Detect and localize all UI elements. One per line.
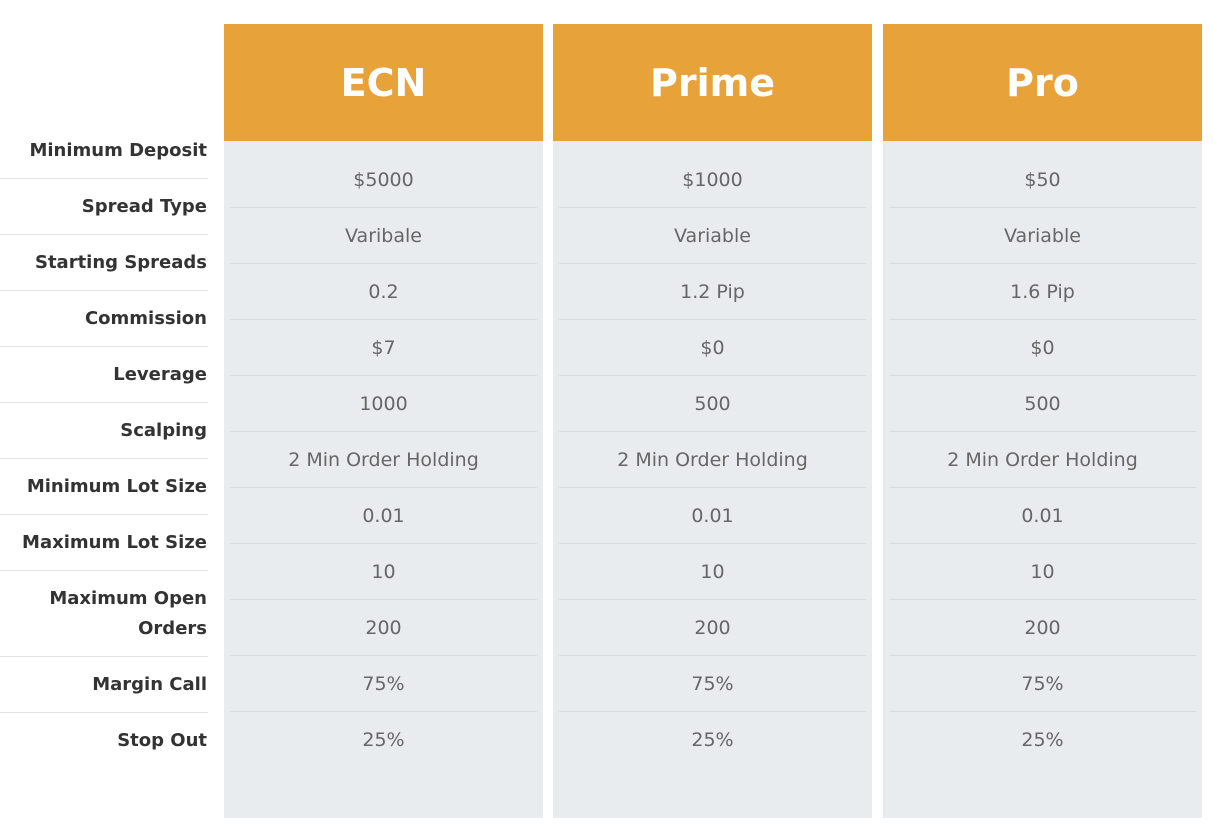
- plan-value: 10: [559, 544, 866, 600]
- plan-value: 0.01: [889, 488, 1196, 544]
- plan-value: $0: [889, 320, 1196, 376]
- row-label: Maximum Lot Size: [0, 515, 208, 571]
- row-label: Scalping: [0, 403, 208, 459]
- plan-value: 25%: [362, 728, 405, 751]
- plan-value: 25%: [1021, 728, 1064, 751]
- plan-header: Prime: [553, 24, 872, 141]
- plan-header: ECN: [224, 24, 543, 141]
- plan-value: $7: [230, 320, 537, 376]
- plan-column: ECN $5000 Varibale 0.2 $7 1000 2 Min Order Hol…: [224, 24, 543, 818]
- plan-value: 0.01: [559, 488, 866, 544]
- plan-value: Varibale: [230, 208, 537, 264]
- row-label: Maximum Open Orders: [0, 571, 208, 657]
- plan-value: Variable: [559, 208, 866, 264]
- plan-header: Pro: [883, 24, 1202, 141]
- plan-values: $50 Variable 1.6 Pip $0 500 2 Min Order Holdi…: [883, 141, 1202, 767]
- plan-value: $5000: [230, 152, 537, 208]
- row-label: Commission: [0, 291, 208, 347]
- plan-values: $5000 Varibale 0.2 $7 1000 2 Min Order Holdin…: [224, 141, 543, 767]
- plan-value: 200: [559, 600, 866, 656]
- plan-value: 10: [889, 544, 1196, 600]
- row-label: Minimum Lot Size: [0, 459, 208, 515]
- plan-value: 1.2 Pip: [559, 264, 866, 320]
- plan-value: 0.01: [230, 488, 537, 544]
- plan-value: $1000: [559, 152, 866, 208]
- plan-value: 2 Min Order Holding: [230, 432, 537, 488]
- plan-value: 2 Min Order Holding: [889, 432, 1196, 488]
- plan-value: 75%: [559, 656, 866, 712]
- plan-value: $50: [889, 152, 1196, 208]
- plan-column: Prime $1000 Variable 1.2 Pip $0 500 2 Min Orde…: [553, 24, 872, 818]
- plan-value: 200: [230, 600, 537, 656]
- plan-value: 10: [230, 544, 537, 600]
- plan-column: Pro $50 Variable 1.6 Pip $0 500 2 Min Order Ho…: [883, 24, 1202, 818]
- plan-value: 0.2: [230, 264, 537, 320]
- plan-value: 200: [889, 600, 1196, 656]
- plan-value: 75%: [230, 656, 537, 712]
- row-labels: Minimum Deposit Spread Type Starting Sprea…: [0, 123, 208, 768]
- plan-value: 2 Min Order Holding: [559, 432, 866, 488]
- plan-value: 500: [889, 376, 1196, 432]
- row-label: Margin Call: [0, 657, 208, 713]
- row-label: Stop Out: [117, 729, 207, 751]
- plan-value: 1.6 Pip: [889, 264, 1196, 320]
- plan-value: 75%: [889, 656, 1196, 712]
- plan-value: $0: [559, 320, 866, 376]
- row-label: Leverage: [0, 347, 208, 403]
- plan-values: $1000 Variable 1.2 Pip $0 500 2 Min Order Hol…: [553, 141, 872, 767]
- plan-value: 25%: [691, 728, 734, 751]
- row-label: Minimum Deposit: [0, 123, 208, 179]
- plan-value: 1000: [230, 376, 537, 432]
- row-label: Starting Spreads: [0, 235, 208, 291]
- plan-value: 500: [559, 376, 866, 432]
- row-label: Spread Type: [0, 179, 208, 235]
- plan-value: Variable: [889, 208, 1196, 264]
